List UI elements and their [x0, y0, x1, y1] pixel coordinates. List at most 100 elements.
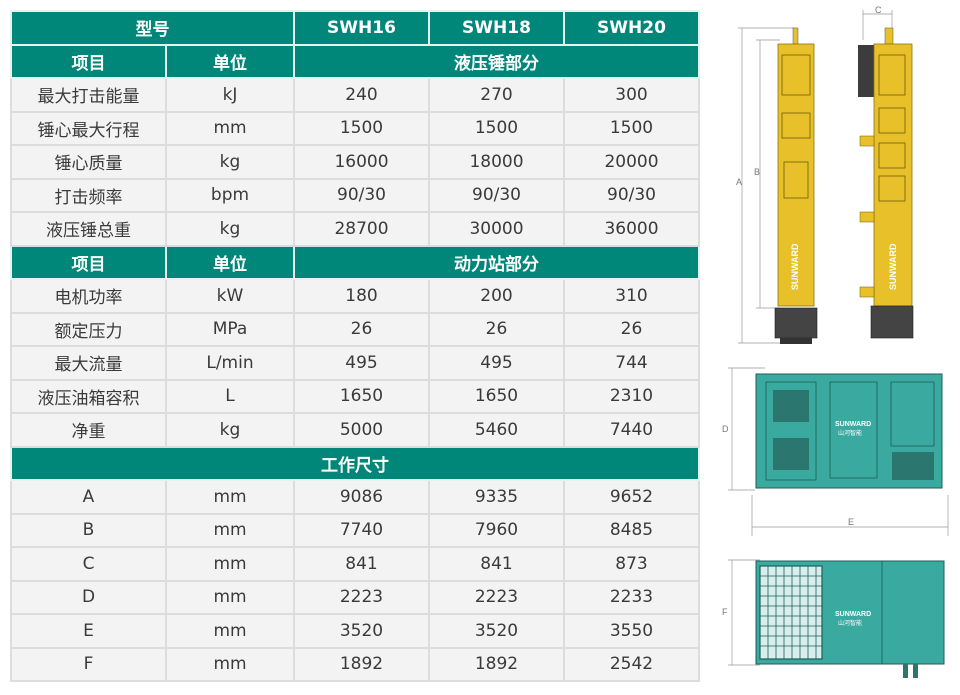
- power-pack-drawing: D SUNWARD 山河智能 E F SUNWARD 山河智能: [722, 367, 949, 678]
- table-row: 锤心最大行程 mm 1500 1500 1500: [10, 110, 700, 146]
- column-header-item: 项目: [10, 244, 167, 280]
- value-cell: 841: [428, 546, 565, 582]
- value-cell: 200: [428, 278, 565, 314]
- power-pack-top-view: F SUNWARD 山河智能: [722, 559, 945, 678]
- unit-cell: kW: [165, 278, 295, 314]
- model-name-0: SWH16: [293, 10, 430, 46]
- value-cell: 1892: [293, 646, 430, 682]
- value-cell: 9086: [293, 479, 430, 515]
- value-cell: 3550: [563, 613, 700, 649]
- unit-cell: kg: [165, 144, 295, 180]
- item-cell: 最大流量: [10, 345, 167, 381]
- value-cell: 18000: [428, 144, 565, 180]
- value-cell: 30000: [428, 211, 565, 247]
- value-cell: 9335: [428, 479, 565, 515]
- unit-cell: kg: [165, 211, 295, 247]
- section-title: 工作尺寸: [10, 445, 700, 481]
- value-cell: 873: [563, 546, 700, 582]
- brand-logo: SUNWARD: [790, 243, 800, 290]
- dim-label-a: A: [736, 177, 742, 187]
- unit-cell: mm: [165, 479, 295, 515]
- value-cell: 8485: [563, 512, 700, 548]
- value-cell: 26: [293, 311, 430, 347]
- unit-cell: mm: [165, 613, 295, 649]
- value-cell: 180: [293, 278, 430, 314]
- value-cell: 495: [428, 345, 565, 381]
- svg-text:SUNWARD: SUNWARD: [888, 243, 898, 290]
- dim-label-c: C: [875, 5, 882, 15]
- table-row: 打击频率 bpm 90/30 90/30 90/30: [10, 177, 700, 213]
- value-cell: 2310: [563, 378, 700, 414]
- unit-cell: bpm: [165, 177, 295, 213]
- power-pack-front-view: D SUNWARD 山河智能 E: [722, 367, 949, 536]
- unit-cell: L: [165, 378, 295, 414]
- table-row: 最大打击能量 kJ 240 270 300: [10, 77, 700, 113]
- unit-cell: mm: [165, 110, 295, 146]
- item-cell: D: [10, 579, 167, 615]
- brand-logo: SUNWARD: [835, 611, 871, 618]
- spec-table: 型号 SWH16 SWH18 SWH20 项目 单位 液压锤部分 最大打击能量 kJ 240 270…: [10, 10, 700, 682]
- column-header-unit: 单位: [165, 244, 295, 280]
- item-cell: A: [10, 479, 167, 515]
- table-row: 电机功率 kW 180 200 310: [10, 278, 700, 314]
- model-header: 型号: [10, 10, 295, 46]
- section-header-row: 项目 单位 动力站部分: [10, 244, 700, 280]
- value-cell: 2542: [563, 646, 700, 682]
- value-cell: 1650: [293, 378, 430, 414]
- model-name-2: SWH20: [563, 10, 700, 46]
- value-cell: 240: [293, 77, 430, 113]
- unit-cell: kg: [165, 412, 295, 448]
- table-row: 额定压力 MPa 26 26 26: [10, 311, 700, 347]
- item-cell: F: [10, 646, 167, 682]
- item-cell: 锤心质量: [10, 144, 167, 180]
- value-cell: 7960: [428, 512, 565, 548]
- section-header-row: 项目 单位 液压锤部分: [10, 43, 700, 79]
- table-row: 液压锤总重 kg 28700 30000 36000: [10, 211, 700, 247]
- dim-label-b: B: [754, 167, 760, 177]
- section-header-row: 工作尺寸: [10, 445, 700, 481]
- item-cell: 电机功率: [10, 278, 167, 314]
- dim-label-d: D: [722, 424, 729, 434]
- value-cell: 1500: [293, 110, 430, 146]
- value-cell: 26: [428, 311, 565, 347]
- value-cell: 7740: [293, 512, 430, 548]
- value-cell: 26: [563, 311, 700, 347]
- value-cell: 310: [563, 278, 700, 314]
- item-cell: 最大打击能量: [10, 77, 167, 113]
- unit-cell: mm: [165, 579, 295, 615]
- section-title: 液压锤部分: [293, 43, 700, 79]
- value-cell: 841: [293, 546, 430, 582]
- item-cell: E: [10, 613, 167, 649]
- value-cell: 20000: [563, 144, 700, 180]
- dim-label-e: E: [848, 517, 854, 527]
- value-cell: 1500: [428, 110, 565, 146]
- brand-logo-cn: 山河智能: [838, 619, 862, 627]
- item-cell: 锤心最大行程: [10, 110, 167, 146]
- brand-logo: SUNWARD: [835, 421, 871, 428]
- item-cell: 液压锤总重: [10, 211, 167, 247]
- value-cell: 90/30: [293, 177, 430, 213]
- item-cell: B: [10, 512, 167, 548]
- unit-cell: mm: [165, 646, 295, 682]
- value-cell: 9652: [563, 479, 700, 515]
- header-row: 型号 SWH16 SWH18 SWH20: [10, 10, 700, 46]
- value-cell: 36000: [563, 211, 700, 247]
- item-cell: 打击频率: [10, 177, 167, 213]
- unit-cell: mm: [165, 512, 295, 548]
- unit-cell: L/min: [165, 345, 295, 381]
- hammer-front-view: A B SUNWARD: [736, 27, 818, 344]
- value-cell: 5000: [293, 412, 430, 448]
- value-cell: 744: [563, 345, 700, 381]
- column-header-unit: 单位: [165, 43, 295, 79]
- value-cell: 2233: [563, 579, 700, 615]
- section-title: 动力站部分: [293, 244, 700, 280]
- item-cell: C: [10, 546, 167, 582]
- value-cell: 28700: [293, 211, 430, 247]
- value-cell: 90/30: [563, 177, 700, 213]
